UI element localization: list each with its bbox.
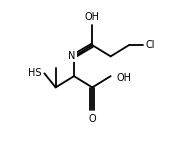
Text: OH: OH [85, 12, 100, 22]
Text: OH: OH [117, 73, 132, 82]
Text: Cl: Cl [145, 40, 155, 50]
Text: N: N [68, 51, 76, 61]
Text: O: O [89, 114, 96, 124]
Text: HS: HS [28, 68, 41, 78]
